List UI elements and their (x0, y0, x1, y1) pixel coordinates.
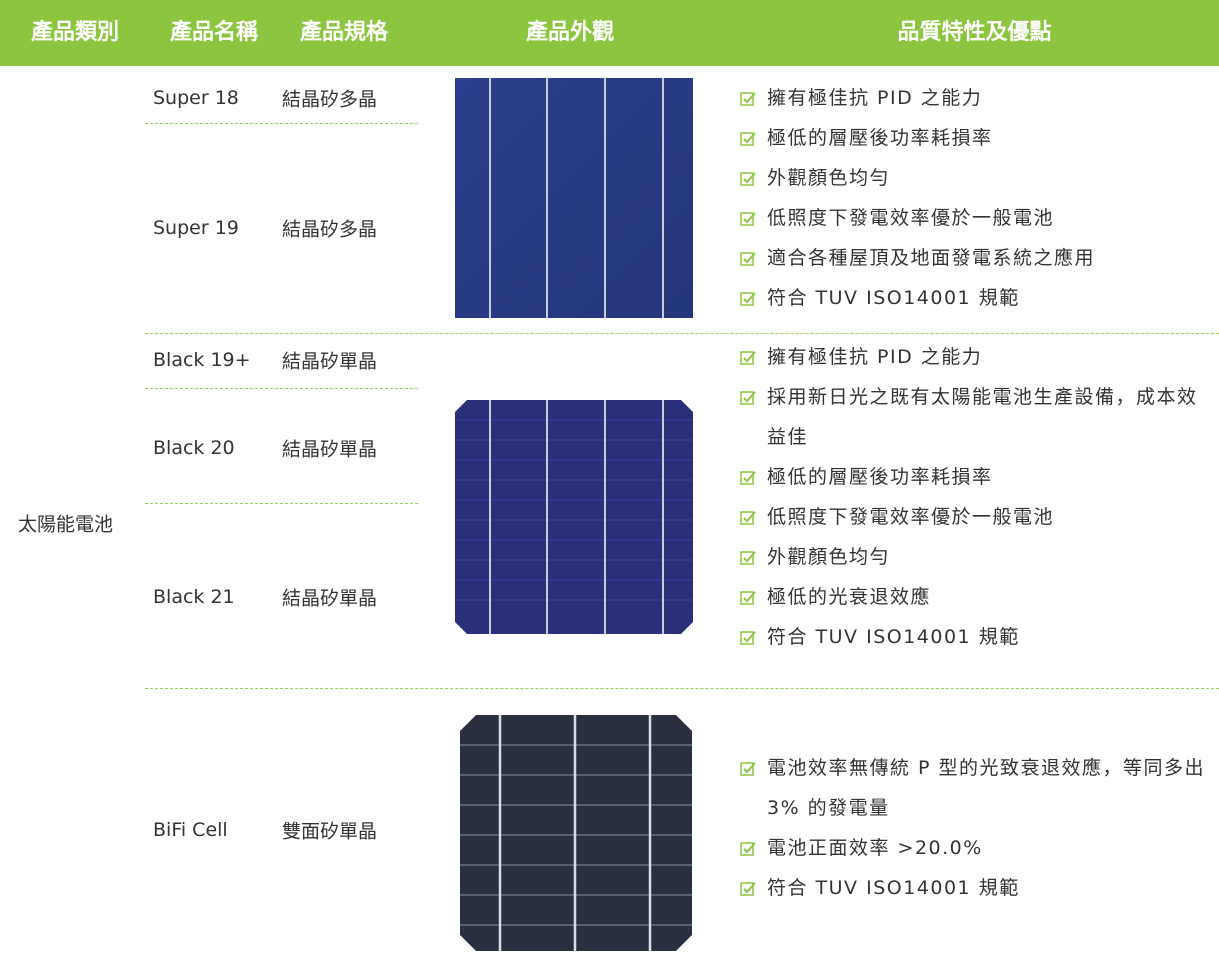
divider (145, 503, 418, 504)
product-spec: 結晶矽單晶 (282, 587, 378, 610)
feature: 極低的層壓後功率耗損率 (740, 118, 1210, 158)
feature-text: 擁有極佳抗 PID 之能力 (767, 87, 983, 109)
header-cell: 品質特性及優點 (897, 20, 1052, 45)
feature-list: 電池效率無傳統 P 型的光致衰退效應，等同多出 3% 的發電量電池正面效率 >2… (740, 748, 1210, 908)
bifacial-cell-image (460, 715, 692, 951)
product-name: Black 19+ (153, 349, 251, 371)
check-icon (740, 882, 756, 896)
mono-cell-image (455, 400, 693, 634)
check-icon (740, 212, 756, 226)
check-icon (740, 391, 756, 405)
header-cell: 產品外觀 (525, 20, 614, 45)
product-spec: 結晶矽單晶 (282, 350, 378, 373)
feature: 電池效率無傳統 P 型的光致衰退效應，等同多出 3% 的發電量 (740, 748, 1210, 828)
product-spec: 結晶矽單晶 (282, 438, 378, 461)
check-icon (740, 292, 756, 306)
feature-text: 符合 TUV ISO14001 規範 (767, 287, 1020, 309)
divider (145, 123, 418, 124)
header-cell: 產品名稱 (169, 20, 258, 45)
feature: 極低的層壓後功率耗損率 (740, 457, 1210, 497)
check-icon (740, 762, 756, 776)
feature: 電池正面效率 >20.0% (740, 828, 1210, 868)
check-icon (740, 551, 756, 565)
product-name: Black 21 (153, 586, 235, 608)
product-name: Super 18 (153, 87, 239, 109)
feature-text: 外觀顏色均勻 (767, 546, 891, 568)
feature-text: 極低的層壓後功率耗損率 (767, 466, 993, 488)
feature: 符合 TUV ISO14001 規範 (740, 617, 1210, 657)
feature-text: 低照度下發電效率優於一般電池 (767, 506, 1055, 528)
feature-text: 電池正面效率 >20.0% (767, 837, 983, 859)
feature: 低照度下發電效率優於一般電池 (740, 198, 1210, 238)
poly-cell-image (455, 78, 693, 318)
check-icon (740, 591, 756, 605)
check-icon (740, 842, 756, 856)
feature: 符合 TUV ISO14001 規範 (740, 868, 1210, 908)
check-icon (740, 631, 756, 645)
category: 太陽能電池 (18, 513, 114, 536)
check-icon (740, 351, 756, 365)
check-icon (740, 172, 756, 186)
feature-text: 外觀顏色均勻 (767, 167, 891, 189)
feature-text: 符合 TUV ISO14001 規範 (767, 877, 1020, 899)
feature: 採用新日光之既有太陽能電池生產設備，成本效益佳 (740, 377, 1210, 457)
feature-text: 採用新日光之既有太陽能電池生產設備，成本效益佳 (767, 386, 1198, 448)
header-cell: 產品規格 (299, 20, 388, 45)
feature: 外觀顏色均勻 (740, 537, 1210, 577)
header-cell: 產品類別 (30, 20, 119, 45)
product-spec: 結晶矽多晶 (282, 88, 378, 111)
divider (145, 688, 1219, 689)
feature: 極低的光衰退效應 (740, 577, 1210, 617)
feature-list: 擁有極佳抗 PID 之能力 極低的層壓後功率耗損率 外觀顏色均勻低照度下發電效率優於… (740, 78, 1210, 318)
check-icon (740, 511, 756, 525)
divider (145, 333, 1219, 334)
feature-text: 符合 TUV ISO14001 規範 (767, 626, 1020, 648)
feature-text: 電池效率無傳統 P 型的光致衰退效應，等同多出 3% 的發電量 (767, 757, 1206, 819)
product-spec: 結晶矽多晶 (282, 218, 378, 241)
feature: 低照度下發電效率優於一般電池 (740, 497, 1210, 537)
check-icon (740, 252, 756, 266)
check-icon (740, 132, 756, 146)
feature: 擁有極佳抗 PID 之能力 (740, 337, 1210, 377)
feature: 擁有極佳抗 PID 之能力 (740, 78, 1210, 118)
product-name: Black 20 (153, 437, 235, 459)
feature: 適合各種屋頂及地面發電系統之應用 (740, 238, 1210, 278)
feature: 符合 TUV ISO14001 規範 (740, 278, 1210, 318)
feature-list: 擁有極佳抗 PID 之能力採用新日光之既有太陽能電池生產設備，成本效益佳極低的層… (740, 337, 1210, 657)
product-name: Super 19 (153, 217, 239, 239)
header-row: 產品類別 產品名稱 產品規格 產品外觀 品質特性及優點 (0, 0, 1219, 66)
feature-text: 低照度下發電效率優於一般電池 (767, 207, 1055, 229)
product-spec: 雙面矽單晶 (282, 820, 378, 843)
feature-text: 適合各種屋頂及地面發電系統之應用 (767, 247, 1096, 269)
check-icon (740, 471, 756, 485)
feature: 外觀顏色均勻 (740, 158, 1210, 198)
product-name: BiFi Cell (153, 819, 228, 841)
feature-text: 極低的光衰退效應 (767, 586, 932, 608)
divider (145, 388, 418, 389)
feature-text: 極低的層壓後功率耗損率 (767, 127, 993, 149)
check-icon (740, 92, 756, 106)
feature-text: 擁有極佳抗 PID 之能力 (767, 346, 983, 368)
